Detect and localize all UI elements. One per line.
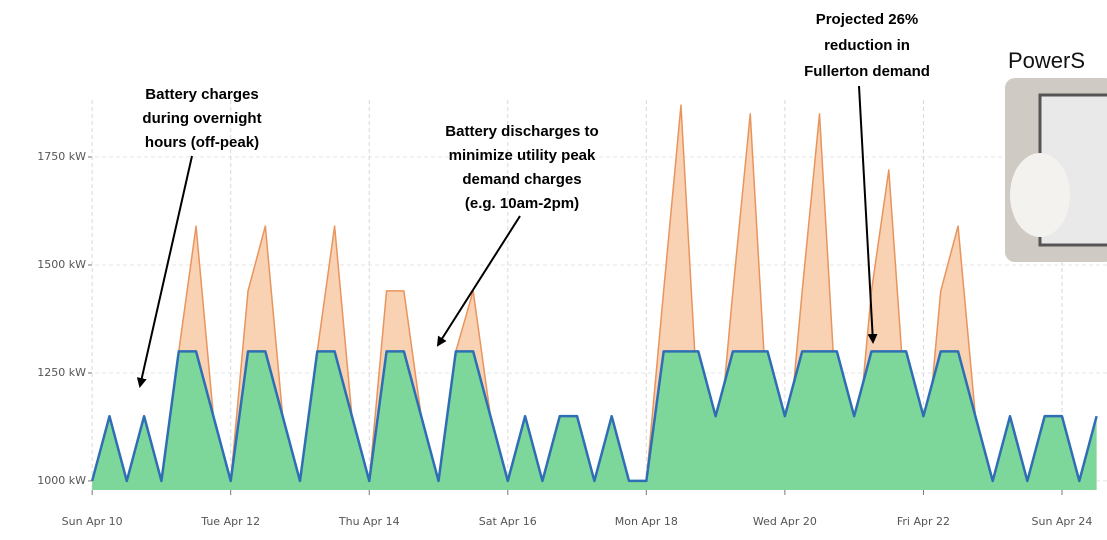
x-tick-label: Tue Apr 12 [200,515,260,528]
cup [1010,153,1070,237]
y-tick-label: 1250 kW [37,366,86,379]
annotation: Fullerton demand [804,63,930,80]
annotation: Projected 26% [816,11,919,28]
annotation: reduction in [824,37,910,54]
x-tick-label: Sun Apr 24 [1031,515,1092,528]
x-tick-label: Fri Apr 22 [897,515,950,528]
annotation: minimize utility peak [449,147,596,164]
y-tick-label: 1750 kW [37,150,86,163]
chart: 1000 kW 1250 kW 1500 kW 1750 kW Sun Apr 10 Tu… [0,0,1107,535]
x-tick-label: Sat Apr 16 [479,515,537,528]
y-tick-label: 1500 kW [37,258,86,271]
arrow [859,86,873,342]
annotation: Battery discharges to [445,123,598,140]
x-tick-label: Wed Apr 20 [753,515,817,528]
annotation: Battery charges [145,86,258,103]
y-tick-label: 1000 kW [37,474,86,487]
annotation: during overnight [142,110,261,127]
annotation: demand charges [462,171,581,188]
plot-area: 1000 kW 1250 kW 1500 kW 1750 kW Sun Apr 10 Tu… [37,100,1107,528]
x-tick-label: Sun Apr 10 [62,515,123,528]
x-tick-label: Thu Apr 14 [338,515,400,528]
x-tick-label: Mon Apr 18 [615,515,678,528]
annotation: hours (off-peak) [145,134,259,151]
annotation: (e.g. 10am-2pm) [465,195,579,212]
sidebar-title: PowerS [1008,48,1085,73]
